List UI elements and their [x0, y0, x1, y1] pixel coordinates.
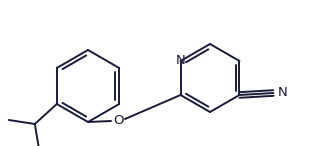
Text: N: N — [176, 54, 185, 67]
Text: N: N — [278, 86, 287, 100]
Text: O: O — [113, 113, 123, 126]
